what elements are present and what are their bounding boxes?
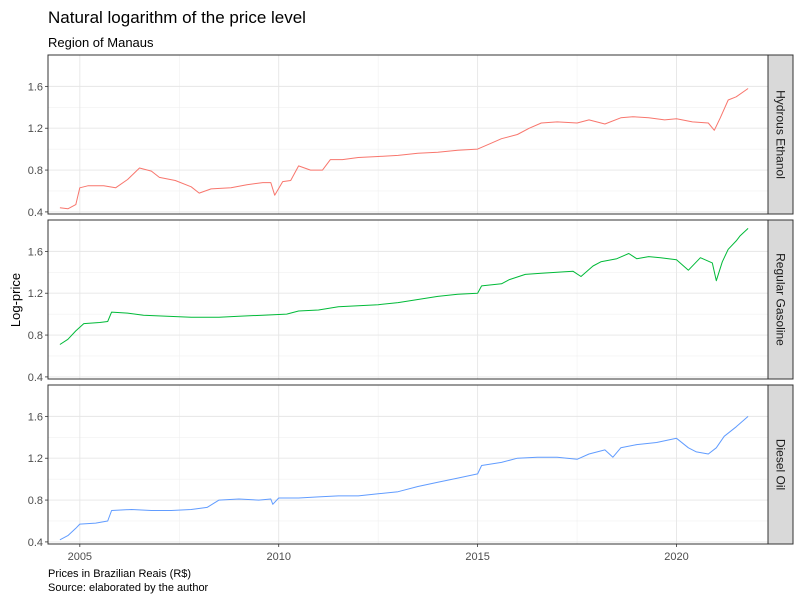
series-line <box>59 88 749 210</box>
series-line <box>59 228 749 345</box>
y-tick-label: 1.6 <box>28 411 43 423</box>
y-tick-label: 0.8 <box>28 330 43 342</box>
caption-line-1: Prices in Brazilian Reais (R$) <box>48 568 191 580</box>
facet-strip <box>767 54 794 215</box>
x-axis: 2005 2010 2015 2020 <box>68 544 689 563</box>
y-tick-label: 1.2 <box>28 123 43 135</box>
y-tick-label: 1.6 <box>28 246 43 258</box>
chart-subtitle: Region of Manaus <box>48 35 154 50</box>
x-tick-label: 2015 <box>465 551 489 563</box>
series-line <box>59 416 749 541</box>
y-tick-label: 0.4 <box>28 207 43 219</box>
x-tick-label: 2005 <box>68 551 92 563</box>
facet-panel: 0.4 0.8 1.2 1.6 Diesel Oil <box>28 384 794 549</box>
facet-panels: 0.4 0.8 1.2 1.6 Hydrous Ethanol 0.4 0.8 1.2 1.6 R… <box>28 54 794 549</box>
y-tick-label: 0.4 <box>28 537 43 549</box>
x-tick-label: 2010 <box>266 551 290 563</box>
facet-strip-label: Regular Gasoline <box>774 253 788 346</box>
facet-strip <box>767 384 794 545</box>
y-tick-label: 0.8 <box>28 165 43 177</box>
facet-panel: 0.4 0.8 1.2 1.6 Hydrous Ethanol <box>28 54 794 219</box>
facet-strip-label: Diesel Oil <box>774 439 788 490</box>
caption-line-2: Source: elaborated by the author <box>48 582 209 594</box>
y-tick-label: 1.2 <box>28 453 43 465</box>
panel-background <box>48 385 768 544</box>
y-tick-label: 1.6 <box>28 81 43 93</box>
panel-background <box>48 220 768 379</box>
facet-strip-label: Hydrous Ethanol <box>774 90 788 179</box>
facet-strip <box>767 219 794 380</box>
y-tick-label: 0.4 <box>28 372 43 384</box>
panel-background <box>48 55 768 214</box>
y-tick-label: 1.2 <box>28 288 43 300</box>
y-tick-label: 0.8 <box>28 495 43 507</box>
facet-panel: 0.4 0.8 1.2 1.6 Regular Gasoline <box>28 219 794 384</box>
chart-title: Natural logarithm of the price level <box>48 8 306 27</box>
x-tick-label: 2020 <box>664 551 688 563</box>
y-axis-title: Log-price <box>8 273 23 327</box>
